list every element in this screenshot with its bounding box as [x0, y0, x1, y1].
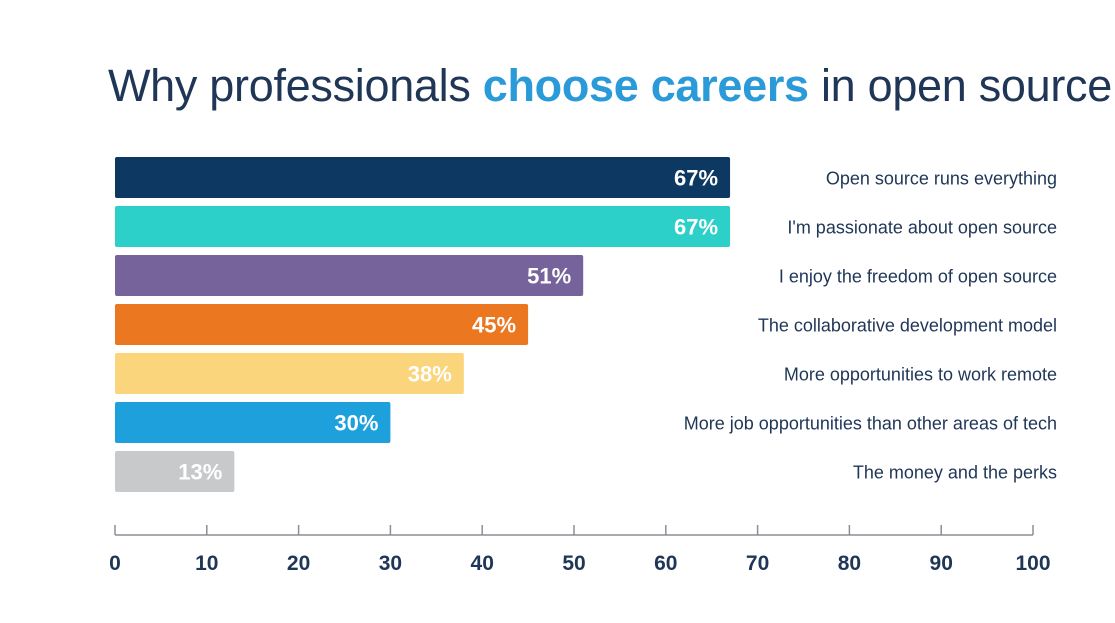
- category-label-5: More job opportunities than other areas …: [684, 414, 1057, 434]
- category-label-2: I enjoy the freedom of open source: [779, 267, 1057, 287]
- bar-0: [115, 157, 731, 198]
- x-tick-label-1: 10: [195, 552, 218, 575]
- x-tick-label-2: 20: [287, 552, 310, 575]
- bar-value-label-2: 51%: [527, 264, 571, 289]
- x-tick-label-9: 90: [930, 552, 953, 575]
- x-tick-label-8: 80: [838, 552, 861, 575]
- bar-2: [115, 255, 584, 296]
- category-label-4: More opportunities to work remote: [784, 365, 1057, 385]
- x-axis: 0 10 20 30 40 50 60 70 80 90 100: [109, 525, 1051, 575]
- chart-title-highlight: choose careers: [482, 60, 809, 111]
- chart-title-prefix: Why professionals: [108, 60, 483, 111]
- bars-group: 67% Open source runs everything 67% I'm pas…: [115, 157, 1057, 492]
- bar-value-label-0: 67%: [674, 166, 718, 191]
- category-label-3: The collaborative development model: [758, 316, 1057, 336]
- chart-title-suffix: in open source: [808, 60, 1112, 111]
- bar-value-label-4: 38%: [408, 362, 452, 387]
- bar-1: [115, 206, 731, 247]
- x-tick-label-5: 50: [562, 552, 585, 575]
- bar-value-label-6: 13%: [178, 460, 222, 485]
- bar-5: [115, 402, 391, 443]
- bar-value-label-1: 67%: [674, 215, 718, 240]
- x-tick-label-0: 0: [109, 552, 121, 575]
- bar-value-label-3: 45%: [472, 313, 516, 338]
- category-label-0: Open source runs everything: [826, 169, 1057, 189]
- category-label-1: I'm passionate about open source: [787, 218, 1057, 238]
- bar-3: [115, 304, 529, 345]
- bar-value-label-5: 30%: [334, 411, 378, 436]
- x-tick-label-7: 70: [746, 552, 769, 575]
- chart-title: Why professionals choose careers in open…: [108, 60, 1112, 112]
- x-tick-label-10: 100: [1015, 552, 1050, 575]
- bar-6: [115, 451, 235, 492]
- x-tick-label-6: 60: [654, 552, 677, 575]
- category-label-6: The money and the perks: [853, 463, 1057, 483]
- x-tick-label-3: 30: [379, 552, 402, 575]
- bar-4: [115, 353, 464, 394]
- x-tick-label-4: 40: [471, 552, 494, 575]
